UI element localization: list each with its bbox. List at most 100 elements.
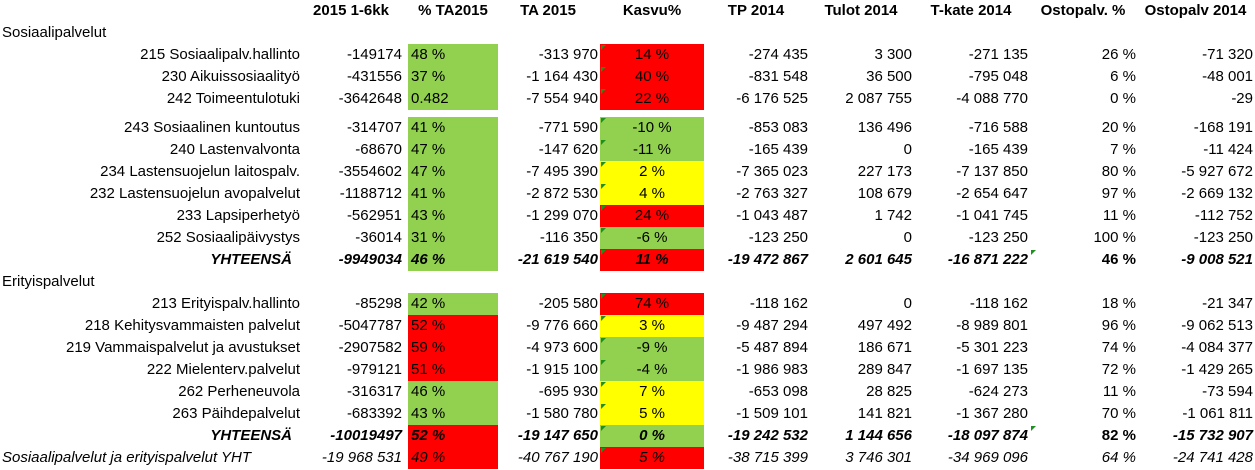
cell-2015[interactable]: -5047787 bbox=[338, 317, 402, 334]
cell-ostopalv[interactable]: -21 347 bbox=[1202, 295, 1253, 312]
total-tulot[interactable]: 1 144 656 bbox=[845, 427, 912, 444]
cell-ostopct[interactable]: 18 % bbox=[1101, 295, 1136, 312]
cell-ta2015[interactable]: -4 973 600 bbox=[526, 339, 598, 356]
cell-ta2015[interactable]: -2 872 530 bbox=[526, 185, 598, 202]
cell-ostopalv[interactable]: -168 191 bbox=[1193, 119, 1253, 136]
cell-pct-ta[interactable]: 48 % bbox=[408, 44, 498, 66]
cell-2015[interactable]: -1188712 bbox=[339, 185, 402, 202]
cell-tp2014[interactable]: -653 098 bbox=[748, 383, 808, 400]
cell-ostopalv[interactable]: -123 250 bbox=[1193, 229, 1253, 246]
header-ostopalv-pct[interactable]: Ostopalv. % bbox=[1040, 2, 1126, 19]
cell-tp2014[interactable]: -1 043 487 bbox=[736, 207, 808, 224]
cell-ostopalv[interactable]: -1 061 811 bbox=[1182, 405, 1253, 422]
grand-total-ta2015[interactable]: -40 767 190 bbox=[517, 449, 598, 466]
cell-tkate[interactable]: -165 439 bbox=[968, 141, 1028, 158]
cell-ostopalv[interactable]: -48 001 bbox=[1202, 68, 1253, 85]
cell-tulot[interactable]: 28 825 bbox=[866, 383, 912, 400]
cell-tulot[interactable]: 2 087 755 bbox=[845, 90, 912, 107]
cell-tkate[interactable]: -716 588 bbox=[968, 119, 1028, 136]
cell-ta2015[interactable]: -1 164 430 bbox=[526, 68, 598, 85]
cell-pct-ta[interactable]: 37 % bbox=[408, 66, 498, 88]
cell-ostopalv[interactable]: -9 062 513 bbox=[1181, 317, 1253, 334]
cell-kasvu[interactable]: 7 % bbox=[600, 381, 704, 403]
cell-ostopct[interactable]: 7 % bbox=[1110, 141, 1136, 158]
total-kasvu[interactable]: 11 % bbox=[600, 249, 704, 271]
cell-ta2015[interactable]: -695 930 bbox=[538, 383, 598, 400]
cell-tkate[interactable]: -1 041 745 bbox=[956, 207, 1028, 224]
cell-ta2015[interactable]: -1 299 070 bbox=[526, 207, 598, 224]
cell-tulot[interactable]: 36 500 bbox=[866, 68, 912, 85]
cell-tulot[interactable]: 136 496 bbox=[857, 119, 912, 136]
cell-ostopct[interactable]: 100 % bbox=[1093, 229, 1136, 246]
cell-2015[interactable]: -3642648 bbox=[338, 90, 402, 107]
total-ostopalv[interactable]: -9 008 521 bbox=[1181, 251, 1253, 268]
cell-ostopalv[interactable]: -73 594 bbox=[1202, 383, 1253, 400]
row-label[interactable]: 233 Lapsiperhetyö bbox=[176, 207, 300, 224]
row-label[interactable]: 242 Toimeentulotuki bbox=[166, 90, 300, 107]
cell-tkate[interactable]: -7 137 850 bbox=[956, 163, 1028, 180]
cell-kasvu[interactable]: 40 % bbox=[600, 66, 704, 88]
total-ostopct[interactable]: 82 % bbox=[1030, 425, 1138, 447]
cell-ostopct[interactable]: 80 % bbox=[1101, 163, 1136, 180]
cell-pct-ta[interactable]: 31 % bbox=[408, 227, 498, 249]
total-kasvu[interactable]: 0 % bbox=[600, 425, 704, 447]
cell-tulot[interactable]: 3 300 bbox=[874, 46, 912, 63]
cell-tp2014[interactable]: -831 548 bbox=[748, 68, 808, 85]
header-ostopalv2014[interactable]: Ostopalv 2014 bbox=[1144, 2, 1247, 19]
cell-tp2014[interactable]: -123 250 bbox=[748, 229, 808, 246]
cell-2015[interactable]: -979121 bbox=[346, 361, 402, 378]
cell-pct-ta[interactable]: 47 % bbox=[408, 161, 498, 183]
header-tulot2014[interactable]: Tulot 2014 bbox=[824, 2, 898, 19]
total-label[interactable]: YHTEENSÄ bbox=[210, 251, 292, 268]
cell-ta2015[interactable]: -9 776 660 bbox=[526, 317, 598, 334]
cell-tkate[interactable]: -5 301 223 bbox=[956, 339, 1028, 356]
cell-ostopalv[interactable]: -4 084 377 bbox=[1181, 339, 1253, 356]
cell-tulot[interactable]: 497 492 bbox=[857, 317, 912, 334]
cell-2015[interactable]: -85298 bbox=[355, 295, 402, 312]
total-tulot[interactable]: 2 601 645 bbox=[845, 251, 912, 268]
cell-tp2014[interactable]: -853 083 bbox=[748, 119, 808, 136]
cell-tulot[interactable]: 108 679 bbox=[857, 185, 912, 202]
total-tkate[interactable]: -16 871 222 bbox=[947, 251, 1028, 268]
cell-kasvu[interactable]: -10 % bbox=[600, 117, 704, 139]
cell-2015[interactable]: -3554602 bbox=[338, 163, 402, 180]
cell-kasvu[interactable]: -4 % bbox=[600, 359, 704, 381]
cell-ta2015[interactable]: -771 590 bbox=[538, 119, 598, 136]
cell-pct-ta[interactable]: 43 % bbox=[408, 205, 498, 227]
cell-tp2014[interactable]: -2 763 327 bbox=[736, 185, 808, 202]
cell-tulot[interactable]: 0 bbox=[903, 295, 912, 312]
cell-tkate[interactable]: -271 135 bbox=[968, 46, 1028, 63]
cell-pct-ta[interactable]: 47 % bbox=[408, 139, 498, 161]
cell-ostopct[interactable]: 0 % bbox=[1110, 90, 1136, 107]
cell-tulot[interactable]: 141 821 bbox=[857, 405, 912, 422]
cell-2015[interactable]: -2907582 bbox=[338, 339, 402, 356]
row-label[interactable]: 243 Sosiaalinen kuntoutus bbox=[124, 119, 300, 136]
cell-ostopct[interactable]: 96 % bbox=[1101, 317, 1136, 334]
cell-tulot[interactable]: 1 742 bbox=[874, 207, 912, 224]
cell-pct-ta[interactable]: 52 % bbox=[408, 315, 498, 337]
grand-total-ostopct[interactable]: 64 % bbox=[1101, 449, 1136, 466]
cell-tkate[interactable]: -1 367 280 bbox=[956, 405, 1028, 422]
cell-tulot[interactable]: 227 173 bbox=[857, 163, 912, 180]
grand-total-tkate[interactable]: -34 969 096 bbox=[947, 449, 1028, 466]
row-label[interactable]: 252 Sosiaalipäivystys bbox=[156, 229, 300, 246]
cell-ostopct[interactable]: 97 % bbox=[1101, 185, 1136, 202]
cell-tp2014[interactable]: -9 487 294 bbox=[736, 317, 808, 334]
cell-tp2014[interactable]: -5 487 894 bbox=[736, 339, 808, 356]
grand-total-tp2014[interactable]: -38 715 399 bbox=[727, 449, 808, 466]
cell-ta2015[interactable]: -116 350 bbox=[539, 229, 598, 246]
cell-kasvu[interactable]: -6 % bbox=[600, 227, 704, 249]
cell-kasvu[interactable]: 2 % bbox=[600, 161, 704, 183]
cell-tkate[interactable]: -624 273 bbox=[968, 383, 1028, 400]
grand-total-pct-ta[interactable]: 49 % bbox=[408, 447, 498, 469]
total-ta2015[interactable]: -21 619 540 bbox=[517, 251, 598, 268]
cell-ostopalv[interactable]: -11 424 bbox=[1203, 141, 1253, 158]
total-ostopct[interactable]: 46 % bbox=[1030, 249, 1138, 271]
grand-total-kasvu[interactable]: 5 % bbox=[600, 447, 704, 469]
row-label[interactable]: 263 Päihdepalvelut bbox=[172, 405, 300, 422]
cell-kasvu[interactable]: 4 % bbox=[600, 183, 704, 205]
cell-ostopalv[interactable]: -2 669 132 bbox=[1181, 185, 1253, 202]
cell-ta2015[interactable]: -1 580 780 bbox=[526, 405, 598, 422]
grand-total-ostopalv[interactable]: -24 741 428 bbox=[1172, 449, 1253, 466]
cell-tulot[interactable]: 186 671 bbox=[857, 339, 912, 356]
